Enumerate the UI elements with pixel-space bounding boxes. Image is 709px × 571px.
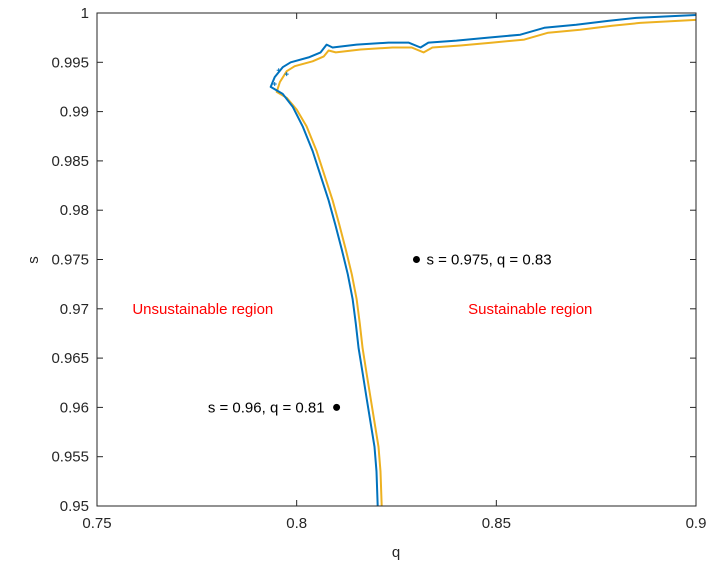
x-tick-label: 0.9 <box>686 515 707 532</box>
y-tick-label: 1 <box>81 5 89 22</box>
region-labels: Unsustainable region Sustainable region <box>132 301 592 318</box>
y-tick-label: 0.98 <box>60 202 89 219</box>
data-point-label-2: s = 0.96, q = 0.81 <box>208 399 325 416</box>
boundary-series <box>269 14 697 507</box>
marked-points: s = 0.975, q = 0.83 s = 0.96, q = 0.81 <box>208 252 552 417</box>
y-tick-label: 0.96 <box>60 399 89 416</box>
y-axis-label: s <box>25 256 42 264</box>
axis-ticks: 0.75 0.8 0.85 0.9 0.95 0.955 0.96 0.965 0.97 0.97… <box>51 5 706 532</box>
y-tick-label: 0.95 <box>60 498 89 515</box>
y-tick-label: 0.985 <box>51 153 89 170</box>
y-tick-label: 0.97 <box>60 301 89 318</box>
boundary-line-2 <box>275 18 697 507</box>
marker-cross-1 <box>276 68 281 73</box>
y-tick-label: 0.965 <box>51 350 89 367</box>
y-tick-label: 0.955 <box>51 449 89 466</box>
y-tick-label: 0.99 <box>60 104 89 121</box>
region-label-2: Sustainable region <box>468 301 592 318</box>
x-tick-label: 0.8 <box>286 515 307 532</box>
marker-cross-3 <box>272 81 277 86</box>
x-axis-label: q <box>392 544 400 561</box>
x-tick-label: 0.85 <box>482 515 511 532</box>
region-label-1: Unsustainable region <box>132 301 273 318</box>
x-tick-label: 0.75 <box>82 515 111 532</box>
plot-area <box>97 13 696 506</box>
data-point-1 <box>412 256 420 263</box>
data-point-2 <box>333 403 341 411</box>
y-tick-label: 0.975 <box>51 252 89 269</box>
y-tick-label: 0.995 <box>51 54 89 71</box>
data-point-label-1: s = 0.975, q = 0.83 <box>426 252 551 269</box>
marker-cross-2 <box>284 72 289 77</box>
boundary-line-1 <box>269 14 697 507</box>
